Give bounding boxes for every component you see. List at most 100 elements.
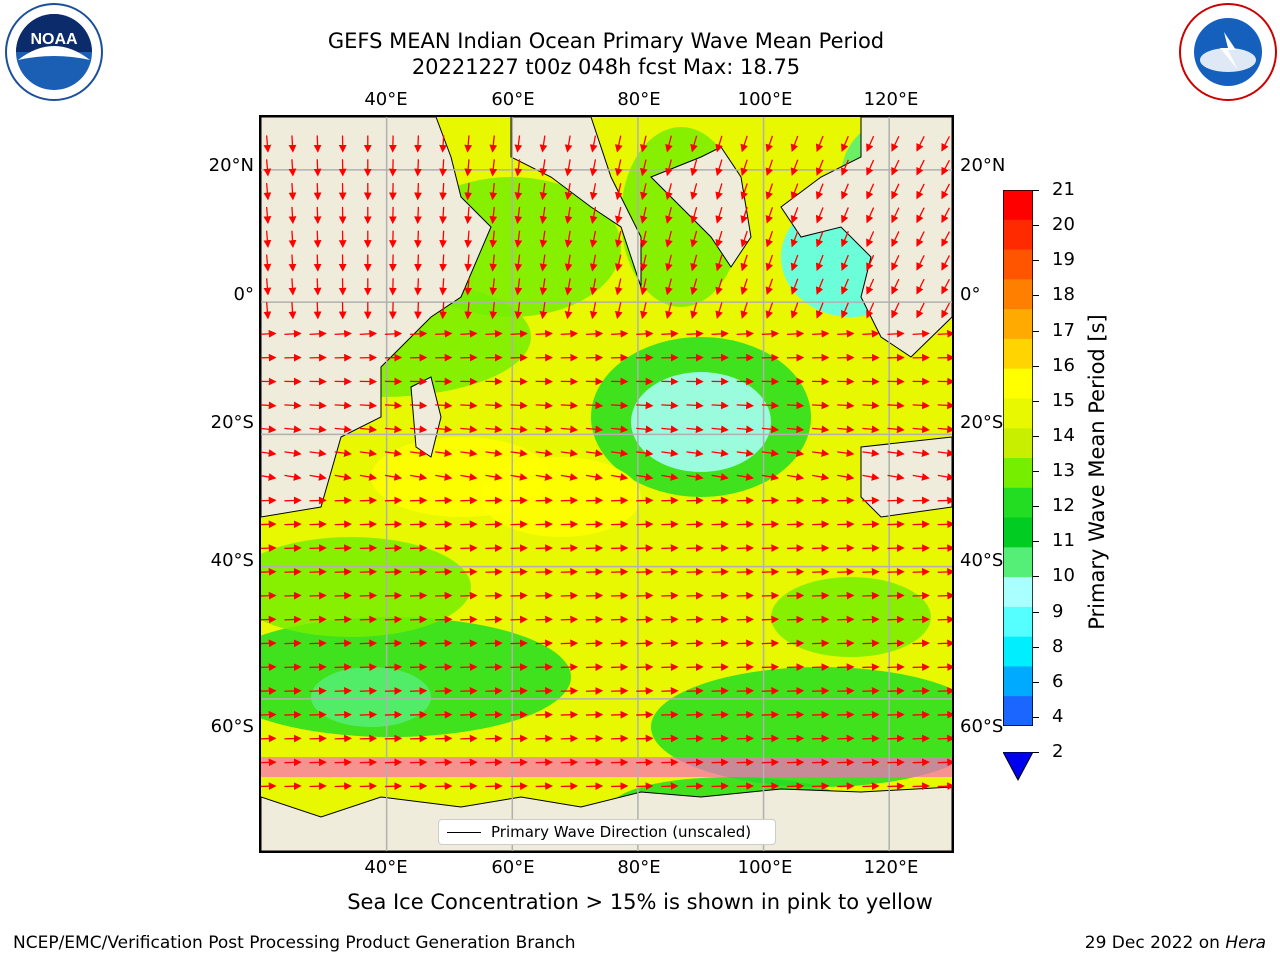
wave-direction-arrow — [812, 401, 830, 410]
wave-direction-arrow — [661, 401, 679, 410]
wave-direction-arrow — [261, 734, 277, 743]
wave-direction-arrow — [560, 520, 579, 529]
wave-direction-arrow — [786, 544, 805, 552]
wave-direction-arrow — [614, 302, 623, 320]
wave-direction-arrow — [912, 710, 930, 719]
wave-direction-arrow — [384, 639, 403, 648]
wave-direction-arrow — [665, 159, 673, 177]
wave-direction-arrow — [736, 782, 754, 791]
wave-direction-arrow — [686, 449, 704, 457]
wave-direction-arrow — [435, 663, 453, 672]
wave-direction-arrow — [812, 567, 830, 576]
wave-direction-arrow — [284, 425, 302, 434]
wave-direction-arrow — [263, 183, 272, 201]
wave-direction-arrow — [560, 687, 579, 695]
wave-direction-arrow — [790, 135, 799, 153]
wave-direction-arrow — [837, 734, 855, 743]
wave-direction-arrow — [510, 567, 528, 576]
wave-direction-arrow — [560, 734, 579, 743]
wave-direction-arrow — [359, 425, 378, 434]
wave-direction-arrow — [761, 782, 780, 791]
landmass — [510, 117, 642, 288]
wave-direction-arrow — [937, 329, 952, 338]
wave-direction-arrow — [284, 687, 302, 695]
wave-direction-arrow — [937, 473, 952, 481]
wave-direction-arrow — [535, 425, 553, 434]
wave-direction-arrow — [334, 473, 352, 481]
wave-direction-arrow — [384, 520, 403, 529]
wave-direction-arrow — [786, 567, 805, 576]
wave-direction-arrow — [313, 135, 322, 153]
wave-direction-arrow — [862, 567, 880, 576]
wave-direction-arrow — [866, 302, 875, 319]
wave-direction-arrow — [464, 183, 473, 201]
wave-direction-arrow — [937, 710, 952, 719]
wave-direction-arrow — [261, 591, 277, 600]
wave-direction-arrow — [460, 473, 478, 481]
wave-direction-arrow — [261, 710, 277, 719]
wave-direction-arrow — [334, 639, 352, 648]
colorbar-tick-mark — [1033, 471, 1039, 472]
wave-direction-arrow — [636, 710, 654, 719]
wave-direction-arrow — [284, 567, 302, 576]
wave-direction-arrow — [815, 183, 824, 200]
wave-direction-arrow — [313, 159, 322, 177]
wave-direction-arrow — [560, 329, 579, 338]
wave-direction-arrow — [761, 758, 780, 767]
wave-direction-arrow — [912, 473, 930, 481]
wave-direction-arrow — [837, 401, 855, 410]
wave-direction-arrow — [761, 687, 780, 695]
legend-line-swatch — [447, 832, 481, 833]
footer-date-text: 29 Dec 2022 on — [1084, 933, 1226, 953]
wave-direction-arrow — [334, 401, 352, 410]
wave-direction-arrow — [941, 278, 951, 295]
wave-direction-arrow — [815, 135, 824, 153]
colorbar-segment — [1003, 458, 1033, 489]
wave-direction-arrow — [841, 254, 849, 272]
wave-direction-arrow — [514, 135, 523, 153]
wave-direction-arrow — [765, 159, 774, 177]
wave-direction-arrow — [636, 782, 654, 791]
wave-direction-arrow — [891, 254, 900, 271]
wave-direction-arrow — [862, 520, 880, 529]
wave-direction-arrow — [535, 473, 553, 481]
wave-direction-arrow — [309, 591, 327, 600]
wave-direction-arrow — [564, 159, 573, 177]
wave-direction-arrow — [261, 329, 277, 338]
wave-direction-arrow — [661, 710, 679, 719]
colorbar-segment — [1003, 547, 1033, 578]
wave-direction-arrow — [611, 401, 629, 410]
wave-direction-arrow — [334, 449, 352, 457]
wave-direction-arrow — [414, 183, 422, 201]
wave-direction-arrow — [261, 782, 277, 791]
wave-direction-arrow — [661, 496, 679, 505]
colorbar-tick-label: 12 — [1052, 495, 1075, 517]
wave-direction-arrow — [916, 136, 925, 152]
wave-direction-arrow — [937, 567, 952, 576]
wave-direction-arrow — [309, 496, 327, 505]
wave-direction-arrow — [414, 302, 422, 320]
wave-direction-arrow — [435, 758, 453, 767]
wave-direction-arrow — [862, 591, 880, 600]
colorbar-tick-mark — [1033, 611, 1039, 613]
wave-direction-arrow — [384, 687, 403, 695]
wave-direction-arrow — [941, 302, 951, 319]
wave-direction-arrow — [464, 278, 473, 296]
wave-direction-arrow — [485, 591, 503, 600]
wave-direction-arrow — [585, 520, 604, 529]
footer-date: 29 Dec 2022 on Hera — [1085, 933, 1266, 953]
wave-direction-arrow — [786, 520, 805, 529]
wave-direction-arrow — [937, 687, 952, 695]
wave-direction-arrow — [611, 591, 629, 600]
wave-direction-arrow — [937, 520, 952, 529]
wave-direction-arrow — [535, 639, 553, 648]
lon-tick-top: 120°E — [863, 89, 919, 110]
wave-direction-arrow — [263, 206, 272, 225]
wave-direction-arrow — [611, 496, 629, 505]
wave-direction-arrow — [640, 183, 648, 201]
legend-label: Primary Wave Direction (unscaled) — [491, 823, 752, 841]
wave-direction-arrow — [359, 710, 378, 719]
wave-direction-arrow — [288, 183, 297, 201]
wave-direction-arrow — [740, 183, 748, 200]
wave-direction-arrow — [912, 758, 930, 767]
